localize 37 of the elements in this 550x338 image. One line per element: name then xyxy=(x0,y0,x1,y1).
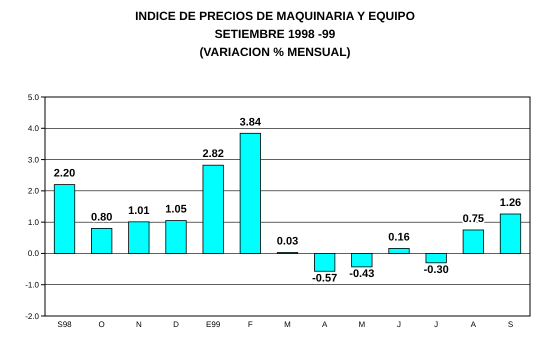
chart-subtitle: SETIEMBRE 1998 -99 xyxy=(214,27,336,41)
y-tick-label: 1.0 xyxy=(28,218,40,227)
x-tick-label: O xyxy=(98,320,105,329)
x-tick-label: A xyxy=(322,320,328,329)
data-label: 2.82 xyxy=(202,148,224,160)
data-label: 0.16 xyxy=(388,231,410,244)
y-tick-label: 5.0 xyxy=(28,92,40,102)
data-label: 0.80 xyxy=(90,211,112,224)
data-label: 3.84 xyxy=(240,116,262,128)
x-tick-label: M xyxy=(358,320,366,329)
data-label: 1.26 xyxy=(500,197,522,210)
x-tick-label: F xyxy=(248,320,253,329)
x-tick-label: S xyxy=(508,320,514,329)
data-label: 0.03 xyxy=(276,235,298,248)
text: (VARIACION % MENSUAL) xyxy=(199,45,351,59)
data-label: 0.75 xyxy=(462,212,484,225)
data-label: -0.30 xyxy=(424,264,449,276)
y-tick-label: 2.0 xyxy=(28,186,40,196)
x-tick-label: J xyxy=(434,320,438,329)
y-tick-label: -1.0 xyxy=(25,280,40,290)
y-tick-label: 3.0 xyxy=(28,155,40,164)
x-tick-label: M xyxy=(284,320,292,329)
x-tick-label: S98 xyxy=(57,320,72,329)
y-tick-label: -2.0 xyxy=(25,312,40,321)
x-tick-label: D xyxy=(173,320,180,329)
x-tick-label: N xyxy=(136,320,142,329)
data-label: -0.43 xyxy=(349,268,374,280)
data-label: 1.01 xyxy=(128,204,150,217)
y-tick-label: 4.0 xyxy=(28,124,40,134)
data-label: 1.05 xyxy=(165,204,187,216)
data-label: 2.20 xyxy=(54,168,76,180)
x-tick-label: E99 xyxy=(206,320,221,329)
data-label: -0.57 xyxy=(312,272,338,284)
x-tick-label: A xyxy=(470,320,477,329)
y-tick-label: 0.0 xyxy=(28,249,40,258)
chart-title: INDICE DE PRECIOS DE MAQUINARIA Y EQUIPO xyxy=(135,9,415,23)
x-tick-label: J xyxy=(396,320,401,329)
